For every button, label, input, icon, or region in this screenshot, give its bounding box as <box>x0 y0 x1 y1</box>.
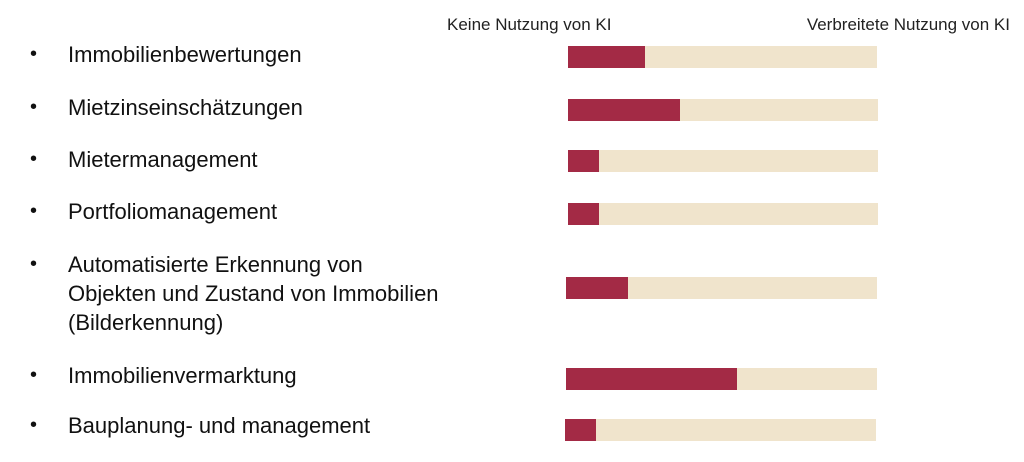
bar-fill <box>568 203 599 225</box>
category-label: Automatisierte Erkennung von Objekten un… <box>68 252 439 335</box>
bar-fill <box>565 419 596 441</box>
bullet-icon: • <box>30 43 38 65</box>
scale-label-widespread: Verbreitete Nutzung von KI <box>806 15 1010 34</box>
category-label: Immobilienvermarktung <box>68 363 297 388</box>
bar-track <box>568 99 878 121</box>
category-label: Bauplanung- und management <box>68 413 371 438</box>
bar-fill <box>568 46 645 68</box>
category-label: Immobilienbewertungen <box>68 42 302 67</box>
bullet-icon: • <box>30 414 38 436</box>
bar-track <box>566 368 877 390</box>
bar-track <box>568 150 878 172</box>
bar-track <box>565 419 876 441</box>
bar-fill <box>566 368 737 390</box>
category-label: Mietzinseinschätzungen <box>68 95 303 120</box>
bar-fill <box>566 277 628 299</box>
bullet-icon: • <box>30 96 38 118</box>
bar-fill <box>568 150 599 172</box>
bullet-icon: • <box>30 148 38 170</box>
category-label: Mietermanagement <box>68 147 258 172</box>
bar-track <box>568 203 878 225</box>
bar-track <box>566 277 877 299</box>
bullet-icon: • <box>30 364 38 386</box>
bullet-icon: • <box>30 253 38 275</box>
bar-track <box>568 46 877 68</box>
bar-fill <box>568 99 680 121</box>
scale-label-none: Keine Nutzung von KI <box>447 15 612 34</box>
bullet-icon: • <box>30 200 38 222</box>
category-label: Portfoliomanagement <box>68 199 278 224</box>
